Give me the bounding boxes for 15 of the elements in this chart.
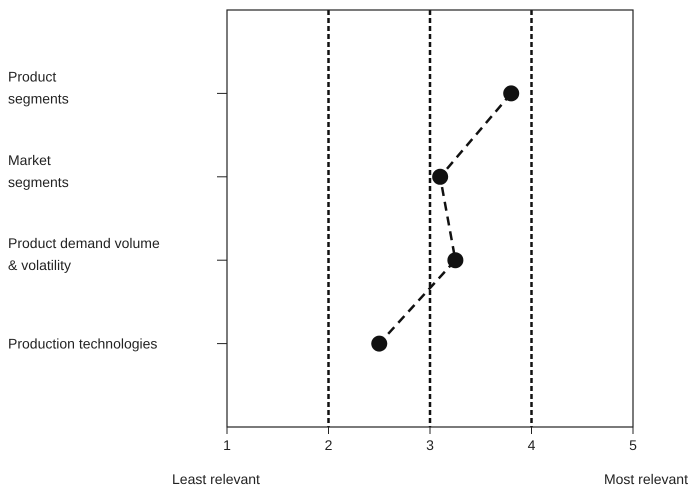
x-tick-label: 4: [528, 437, 536, 453]
point: [447, 252, 464, 268]
y-tick-label: Product segments: [8, 68, 69, 106]
x-tick-label: 5: [629, 437, 638, 453]
y-tick-label: Production technologies: [8, 336, 158, 352]
x-tick-label: 3: [426, 437, 434, 453]
y-tick-label: Market segments: [8, 152, 69, 190]
x-tick-label: 1: [223, 437, 232, 453]
x-tick-label: 2: [324, 437, 333, 453]
point: [371, 336, 388, 352]
text: Least relevant: [172, 471, 260, 487]
y-tick-label: Product demand volume & volatility: [8, 235, 160, 274]
point: [503, 85, 520, 102]
point: [432, 168, 448, 185]
text: Most relevant: [604, 471, 688, 487]
